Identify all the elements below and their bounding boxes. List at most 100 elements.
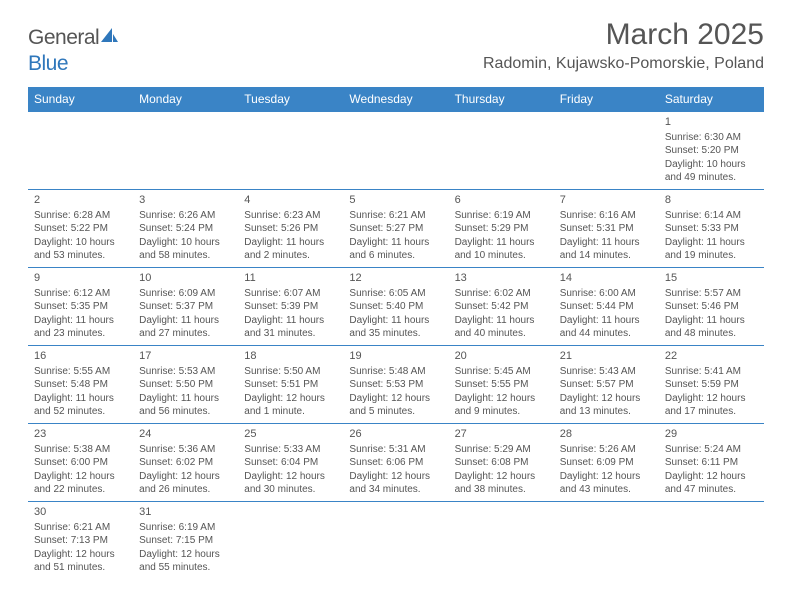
day-sunrise: Sunrise: 5:41 AM [665,365,758,379]
day-sunset: Sunset: 6:06 PM [349,456,442,470]
day-daylight2: and 13 minutes. [560,405,653,419]
col-tuesday: Tuesday [238,87,343,112]
day-daylight1: Daylight: 11 hours [244,236,337,250]
day-daylight1: Daylight: 11 hours [244,314,337,328]
day-sunrise: Sunrise: 6:28 AM [34,209,127,223]
header: General March 2025 Radomin, Kujawsko-Pom… [28,18,764,73]
day-sunset: Sunset: 5:59 PM [665,378,758,392]
day-cell: 13Sunrise: 6:02 AMSunset: 5:42 PMDayligh… [449,268,554,346]
day-number: 30 [34,505,127,520]
day-cell: 11Sunrise: 6:07 AMSunset: 5:39 PMDayligh… [238,268,343,346]
day-daylight1: Daylight: 11 hours [560,236,653,250]
day-daylight2: and 53 minutes. [34,249,127,263]
calendar-row: 16Sunrise: 5:55 AMSunset: 5:48 PMDayligh… [28,346,764,424]
day-number: 2 [34,193,127,208]
day-sunrise: Sunrise: 5:57 AM [665,287,758,301]
day-cell: 1Sunrise: 6:30 AMSunset: 5:20 PMDaylight… [659,112,764,190]
day-cell: 22Sunrise: 5:41 AMSunset: 5:59 PMDayligh… [659,346,764,424]
col-thursday: Thursday [449,87,554,112]
day-sunrise: Sunrise: 5:38 AM [34,443,127,457]
empty-cell [343,502,448,580]
day-sunset: Sunset: 7:13 PM [34,534,127,548]
day-sunset: Sunset: 5:24 PM [139,222,232,236]
day-sunrise: Sunrise: 6:07 AM [244,287,337,301]
day-cell: 12Sunrise: 6:05 AMSunset: 5:40 PMDayligh… [343,268,448,346]
day-daylight2: and 40 minutes. [455,327,548,341]
day-sunset: Sunset: 5:51 PM [244,378,337,392]
day-cell: 17Sunrise: 5:53 AMSunset: 5:50 PMDayligh… [133,346,238,424]
day-daylight1: Daylight: 12 hours [560,470,653,484]
day-number: 25 [244,427,337,442]
day-sunrise: Sunrise: 6:05 AM [349,287,442,301]
day-sunrise: Sunrise: 5:31 AM [349,443,442,457]
day-daylight2: and 10 minutes. [455,249,548,263]
day-daylight2: and 52 minutes. [34,405,127,419]
day-number: 12 [349,271,442,286]
day-daylight2: and 35 minutes. [349,327,442,341]
day-sunset: Sunset: 5:26 PM [244,222,337,236]
day-cell: 28Sunrise: 5:26 AMSunset: 6:09 PMDayligh… [554,424,659,502]
day-daylight2: and 1 minute. [244,405,337,419]
day-sunrise: Sunrise: 6:00 AM [560,287,653,301]
calendar-row: 23Sunrise: 5:38 AMSunset: 6:00 PMDayligh… [28,424,764,502]
day-number: 16 [34,349,127,364]
day-sunrise: Sunrise: 5:45 AM [455,365,548,379]
day-daylight1: Daylight: 12 hours [34,548,127,562]
day-daylight2: and 43 minutes. [560,483,653,497]
day-number: 26 [349,427,442,442]
month-title: March 2025 [483,18,764,51]
day-sunrise: Sunrise: 6:12 AM [34,287,127,301]
day-sunrise: Sunrise: 6:21 AM [349,209,442,223]
day-sunset: Sunset: 5:46 PM [665,300,758,314]
day-daylight2: and 17 minutes. [665,405,758,419]
day-sunrise: Sunrise: 6:14 AM [665,209,758,223]
calendar-page: General March 2025 Radomin, Kujawsko-Pom… [0,0,792,580]
day-daylight1: Daylight: 11 hours [139,392,232,406]
day-daylight1: Daylight: 12 hours [349,392,442,406]
day-cell: 24Sunrise: 5:36 AMSunset: 6:02 PMDayligh… [133,424,238,502]
day-cell: 4Sunrise: 6:23 AMSunset: 5:26 PMDaylight… [238,190,343,268]
day-daylight1: Daylight: 11 hours [560,314,653,328]
day-sunrise: Sunrise: 6:26 AM [139,209,232,223]
day-cell: 14Sunrise: 6:00 AMSunset: 5:44 PMDayligh… [554,268,659,346]
day-number: 18 [244,349,337,364]
day-sunset: Sunset: 6:08 PM [455,456,548,470]
day-sunrise: Sunrise: 5:43 AM [560,365,653,379]
day-daylight1: Daylight: 11 hours [455,236,548,250]
day-number: 15 [665,271,758,286]
day-daylight2: and 38 minutes. [455,483,548,497]
day-daylight1: Daylight: 11 hours [455,314,548,328]
day-number: 11 [244,271,337,286]
day-daylight2: and 27 minutes. [139,327,232,341]
empty-cell [449,112,554,190]
day-daylight1: Daylight: 11 hours [34,392,127,406]
col-saturday: Saturday [659,87,764,112]
day-number: 9 [34,271,127,286]
day-daylight2: and 58 minutes. [139,249,232,263]
day-number: 24 [139,427,232,442]
day-sunrise: Sunrise: 5:50 AM [244,365,337,379]
day-sunset: Sunset: 5:53 PM [349,378,442,392]
calendar-row: 1Sunrise: 6:30 AMSunset: 5:20 PMDaylight… [28,112,764,190]
day-sunset: Sunset: 6:11 PM [665,456,758,470]
day-daylight1: Daylight: 12 hours [665,392,758,406]
day-cell: 15Sunrise: 5:57 AMSunset: 5:46 PMDayligh… [659,268,764,346]
day-number: 22 [665,349,758,364]
day-sunrise: Sunrise: 5:24 AM [665,443,758,457]
day-sunrise: Sunrise: 5:26 AM [560,443,653,457]
empty-cell [449,502,554,580]
day-daylight1: Daylight: 12 hours [244,392,337,406]
day-sunset: Sunset: 5:42 PM [455,300,548,314]
day-number: 28 [560,427,653,442]
day-daylight2: and 31 minutes. [244,327,337,341]
day-daylight1: Daylight: 10 hours [665,158,758,172]
day-cell: 31Sunrise: 6:19 AMSunset: 7:15 PMDayligh… [133,502,238,580]
day-sunset: Sunset: 5:22 PM [34,222,127,236]
day-cell: 18Sunrise: 5:50 AMSunset: 5:51 PMDayligh… [238,346,343,424]
day-number: 20 [455,349,548,364]
day-daylight2: and 47 minutes. [665,483,758,497]
day-daylight2: and 6 minutes. [349,249,442,263]
day-sunset: Sunset: 5:29 PM [455,222,548,236]
day-sunrise: Sunrise: 5:36 AM [139,443,232,457]
empty-cell [554,502,659,580]
